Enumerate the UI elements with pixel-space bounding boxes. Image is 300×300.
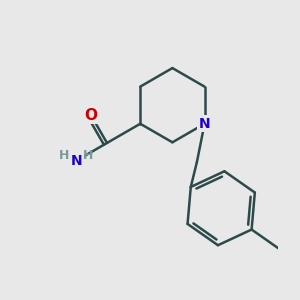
Text: N: N xyxy=(71,154,82,168)
Text: H: H xyxy=(83,149,93,162)
Text: O: O xyxy=(85,108,98,123)
Text: N: N xyxy=(199,117,210,131)
Text: H: H xyxy=(58,149,69,162)
